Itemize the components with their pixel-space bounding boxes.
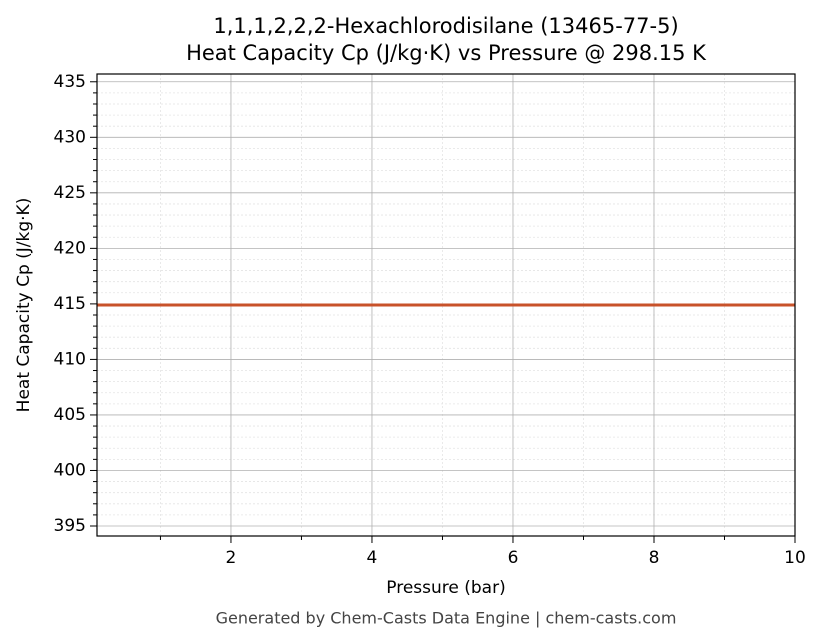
- y-tick-label: 435: [54, 72, 86, 92]
- y-axis-label: Heat Capacity Cp (J/kg·K): [14, 198, 34, 413]
- x-tick-label: 10: [784, 548, 806, 568]
- x-tick-label: 8: [649, 548, 660, 568]
- y-tick-label: 395: [54, 516, 86, 536]
- y-tick-label: 430: [54, 127, 86, 147]
- x-axis-label: Pressure (bar): [386, 578, 505, 598]
- y-tick-label: 405: [54, 405, 86, 425]
- y-tick-label: 420: [54, 238, 86, 258]
- y-tick-label: 400: [54, 460, 86, 480]
- y-tick-label: 410: [54, 349, 86, 369]
- x-tick-label: 6: [508, 548, 519, 568]
- y-tick-label: 415: [54, 294, 86, 314]
- chart-title: 1,1,1,2,2,2-Hexachlorodisilane (13465-77…: [213, 14, 678, 38]
- x-tick-label: 4: [367, 548, 378, 568]
- plot-frame: [96, 73, 796, 537]
- chart-subtitle: Heat Capacity Cp (J/kg·K) vs Pressure @ …: [186, 41, 707, 65]
- footer: Generated by Chem-Casts Data Engine | ch…: [216, 609, 677, 628]
- x-tick-label: 2: [226, 548, 237, 568]
- y-tick-label: 425: [54, 183, 86, 203]
